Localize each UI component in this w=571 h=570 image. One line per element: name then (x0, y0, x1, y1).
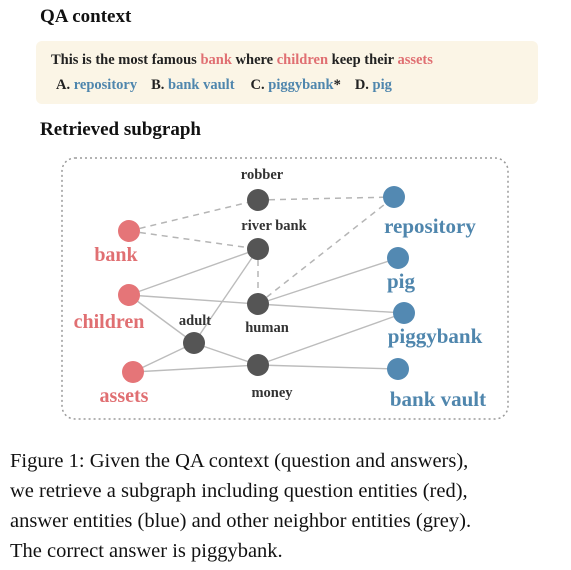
node-river-bank (247, 238, 269, 260)
caption-line: we retrieve a subgraph including questio… (10, 480, 468, 502)
edge-dashed (257, 196, 395, 305)
node-assets (122, 361, 144, 383)
label-river-bank: river bank (241, 218, 307, 234)
label-bank: bank (94, 244, 138, 266)
figure-caption: Figure 1: Given the QA context (question… (10, 446, 566, 566)
question-part: where (231, 52, 277, 68)
edge (257, 303, 405, 314)
edges (128, 196, 405, 373)
node-robber (247, 189, 269, 211)
label-pig: pig (387, 269, 416, 293)
label-money: money (251, 385, 293, 401)
answer-options: A. repository B. bank vault C. piggybank* D… (56, 77, 392, 94)
question-entity-bank: bank (200, 52, 232, 68)
answer-option-a: repository (73, 77, 138, 93)
question-part: This is the most famous (51, 52, 201, 68)
answer-letter-a: A. (56, 77, 71, 93)
node-bank (118, 220, 140, 242)
answer-letter-b: B. (151, 77, 165, 93)
caption-line: answer entities (blue) and other neighbo… (10, 510, 472, 532)
edge (132, 364, 259, 373)
caption-line: The correct answer is piggybank. (10, 540, 283, 562)
edge (128, 248, 259, 296)
question-entity-children: children (276, 52, 329, 68)
correct-answer-mark: * (333, 77, 341, 93)
node-pig (387, 247, 409, 269)
subgraph-frame (61, 157, 509, 420)
node-money (247, 354, 269, 376)
node-adult (183, 332, 205, 354)
qa-context-heading: QA context (40, 6, 132, 27)
answer-option-c: piggybank (268, 77, 334, 93)
question-text: This is the most famous bank where child… (51, 52, 433, 69)
label-repository: repository (384, 214, 476, 238)
edge (128, 294, 259, 305)
label-human: human (245, 320, 289, 336)
node-piggybank (393, 302, 415, 324)
label-assets: assets (100, 385, 149, 407)
edge (193, 248, 259, 344)
node-children (118, 284, 140, 306)
node-human (247, 293, 269, 315)
edge (257, 312, 405, 366)
edge (257, 364, 399, 370)
edge (193, 342, 259, 366)
edge-dashed (128, 199, 259, 232)
label-children: children (74, 311, 145, 333)
subgraph-diagram: robber river bank human adult money bank… (61, 157, 509, 420)
answer-option-d: pig (372, 77, 392, 93)
answer-letter-c: C. (250, 77, 265, 93)
subgraph-heading: Retrieved subgraph (40, 119, 201, 140)
question-part: keep their (328, 52, 398, 68)
qa-context-box: This is the most famous bank where child… (36, 41, 538, 104)
label-robber: robber (241, 167, 284, 183)
question-entity-assets: assets (397, 52, 433, 68)
edge-dashed (128, 230, 259, 250)
edge (257, 257, 399, 305)
answer-option-b: bank vault (168, 77, 235, 93)
caption-line: Figure 1: Given the QA context (question… (10, 450, 469, 472)
edge-dashed (257, 196, 395, 201)
edge (132, 342, 195, 373)
label-adult: adult (179, 313, 211, 329)
edge (128, 294, 195, 344)
label-piggybank: piggybank (388, 324, 483, 348)
answer-letter-d: D. (354, 77, 369, 93)
node-repository (383, 186, 405, 208)
node-bank-vault (387, 358, 409, 380)
label-bank-vault: bank vault (390, 387, 486, 411)
